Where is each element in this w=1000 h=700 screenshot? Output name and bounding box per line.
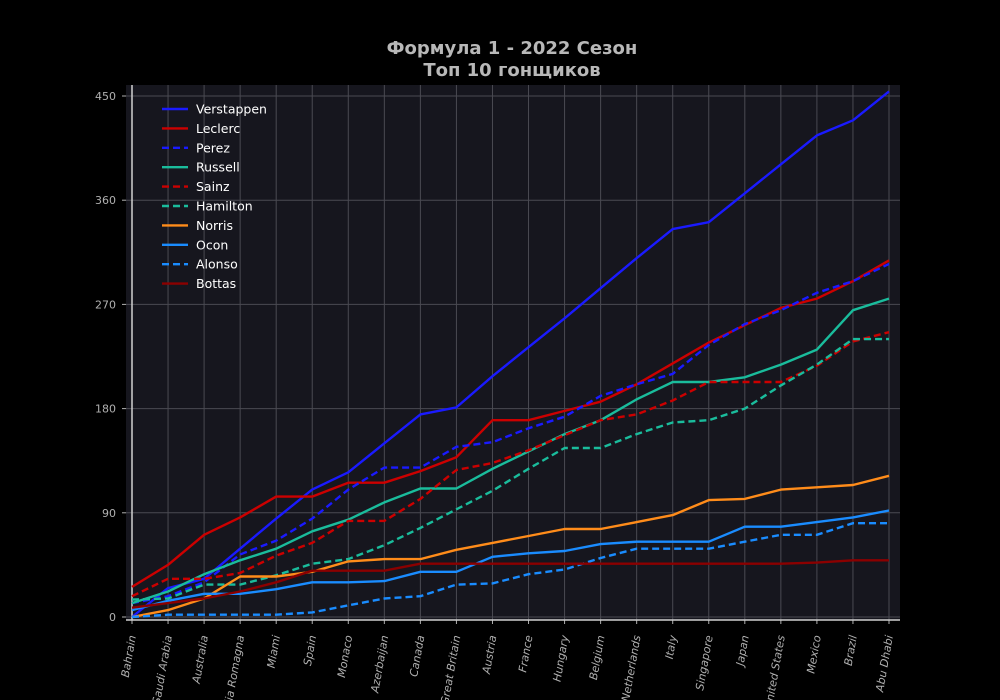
y-tick-label: 450	[95, 90, 116, 103]
legend-label: Alonso	[196, 257, 238, 272]
series-line-bottas	[131, 559, 889, 609]
legend-label: Perez	[196, 140, 230, 155]
chart-subtitle: Топ 10 гонщиков	[423, 60, 600, 81]
series-line-verstappen	[131, 90, 890, 618]
legend-label: Verstappen	[196, 102, 267, 117]
y-tick-label: 360	[95, 194, 116, 207]
series-line-sainz	[131, 331, 890, 598]
series-line-russell	[131, 297, 890, 605]
legend-label: Hamilton	[196, 199, 253, 214]
legend-label: Leclerc	[196, 121, 240, 136]
y-tick-label: 90	[102, 507, 116, 520]
series-line-perez	[131, 262, 890, 605]
legend-label: Sainz	[196, 179, 230, 194]
legend: Verstappen Leclerc Perez Russell Sainz Hamilt…	[162, 102, 267, 291]
legend-label: Norris	[196, 218, 233, 233]
x-tick-label: Miami	[265, 634, 284, 669]
x-tick-label: France	[516, 634, 535, 673]
grid	[126, 85, 900, 620]
chart-title: Формула 1 - 2022 Сезон	[387, 38, 638, 59]
series-line-hamilton	[131, 337, 889, 601]
x-tick-label: Brazil	[842, 634, 860, 666]
legend-label: Ocon	[196, 237, 228, 252]
series-line-ocon	[131, 509, 890, 612]
x-tick-label: Japan	[733, 634, 751, 668]
legend-label: Bottas	[196, 276, 236, 291]
x-tick-label: Italy	[663, 634, 680, 660]
series-line-norris	[131, 474, 890, 619]
legend-label: Russell	[196, 160, 240, 175]
y-tick-label: 0	[109, 611, 116, 624]
plot-area	[126, 85, 900, 620]
x-tick-label: Spain	[301, 634, 319, 667]
y-tick-label: 180	[95, 403, 116, 416]
y-tick-label: 270	[95, 298, 116, 311]
series-line-alonso	[131, 522, 889, 619]
series-lines	[131, 90, 890, 619]
